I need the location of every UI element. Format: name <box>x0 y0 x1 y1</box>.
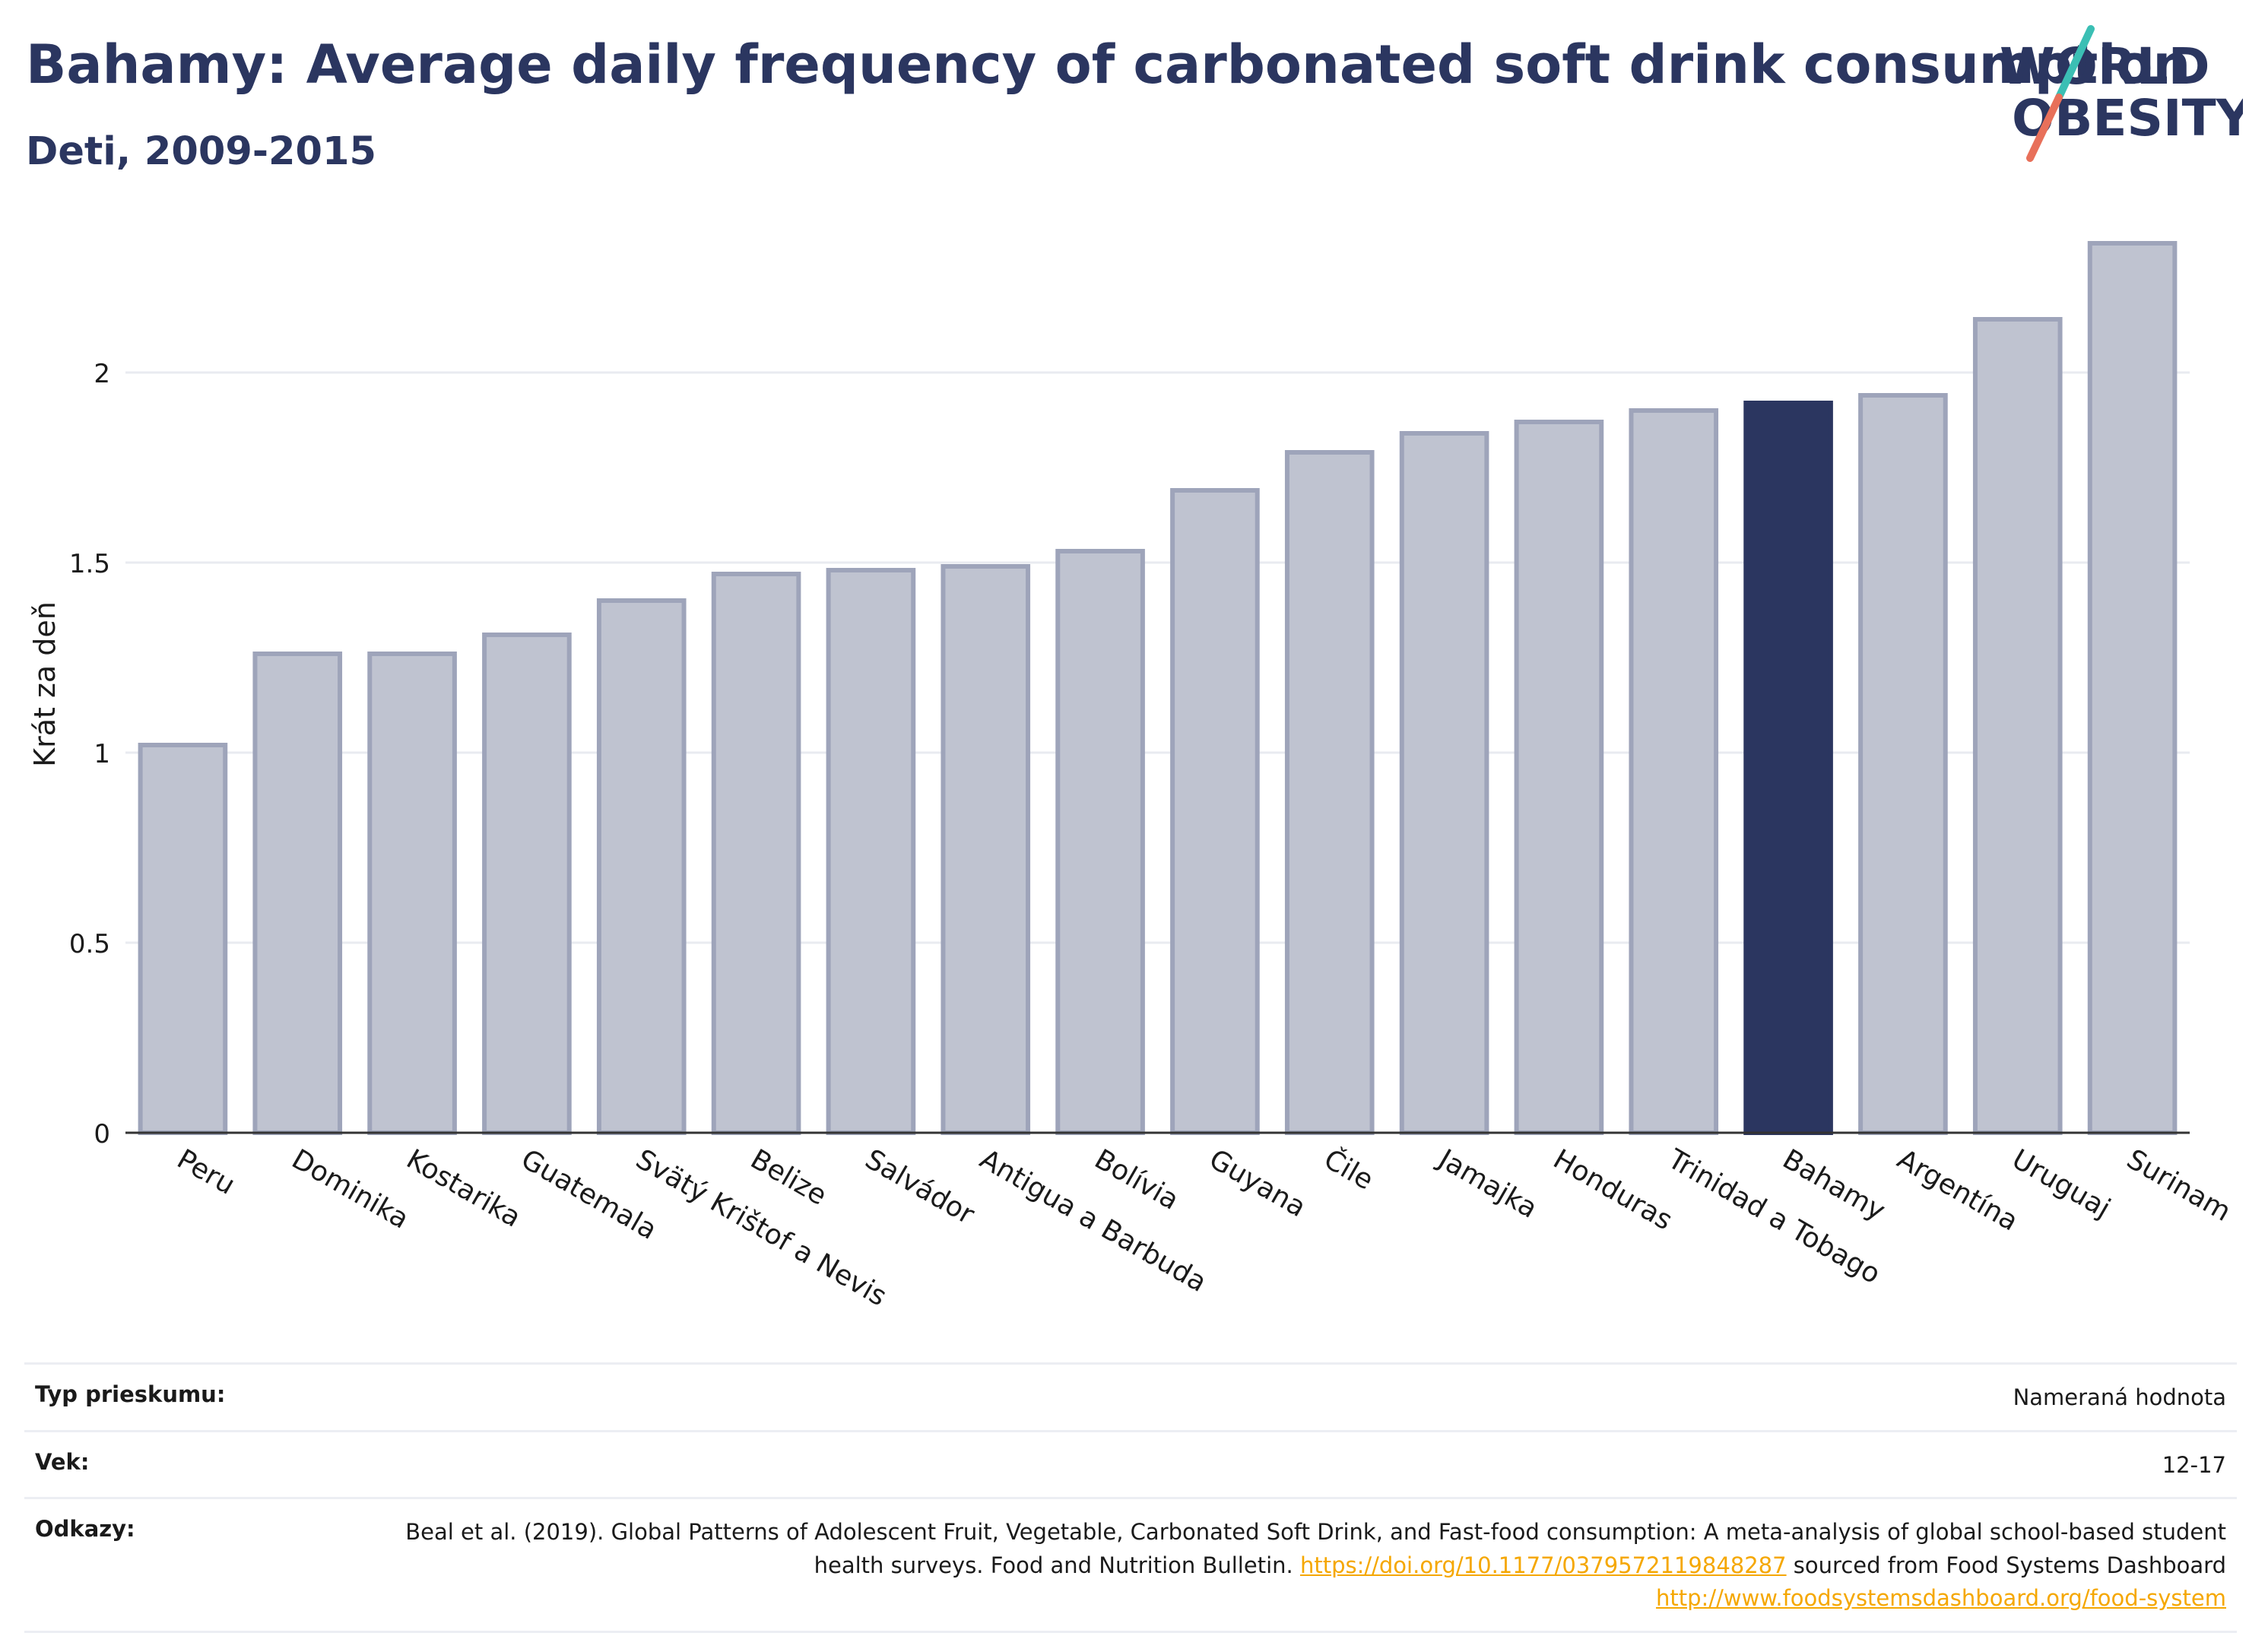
bar-argentína <box>1858 393 1948 1135</box>
bar-bolívia <box>1055 549 1145 1135</box>
meta-row-references: Odkazy: Beal et al. (2019). Global Patte… <box>24 1497 2237 1633</box>
bar-dominika <box>252 652 343 1135</box>
x-tick-label: Honduras <box>1548 1143 1677 1236</box>
x-tick-label: Belize <box>745 1143 832 1211</box>
bar-guatemala <box>482 633 572 1135</box>
x-tick-label: Salvádor <box>860 1143 979 1231</box>
x-tick-label: Čile <box>1318 1143 1378 1196</box>
bar-svätý-krištof-a-nevis <box>596 598 687 1135</box>
meta-value-references: Beal et al. (2019). Global Patterns of A… <box>350 1497 2237 1633</box>
x-tick-label: Surinam <box>2121 1143 2236 1228</box>
x-tick-label: Kostarika <box>401 1143 526 1233</box>
reference-source-text: sourced from Food Systems Dashboard <box>1793 1552 2226 1578</box>
bar-peru <box>138 743 228 1135</box>
bar-chart: 00.511.52 Peru DominikaKostarikaGuatemala… <box>28 241 2236 1312</box>
bar-salvádor <box>826 568 916 1135</box>
logo-slash-bottom <box>2026 94 2063 162</box>
y-axis-ticks: 0 0.5 1 1.5 2 <box>69 359 110 1149</box>
logo-slash-top <box>2055 25 2095 101</box>
bar-jamajka <box>1399 431 1489 1135</box>
bar-belize <box>711 572 801 1135</box>
bar-bahamy <box>1743 401 1833 1135</box>
x-tick-label: Bolívia <box>1090 1143 1185 1216</box>
food-systems-link[interactable]: http://www.foodsystemsdashboard.org/food… <box>1656 1585 2226 1611</box>
meta-row-survey-type: Typ prieskumu: Nameraná hodnota <box>24 1362 2237 1431</box>
world-obesity-logo: WORLD OBESITY <box>2000 25 2243 162</box>
bar-guyana <box>1170 488 1260 1135</box>
chart-title: Bahamy: Average daily frequency of carbo… <box>26 33 2191 96</box>
meta-key: Odkazy: <box>24 1497 350 1633</box>
chart-subtitle: Deti, 2009-2015 <box>26 129 376 174</box>
x-tick-label: Uruguaj <box>2006 1143 2115 1224</box>
bars <box>138 241 2178 1135</box>
bar-kostarika <box>367 652 457 1135</box>
metadata-table: Typ prieskumu: Nameraná hodnota Vek: 12-… <box>24 1362 2237 1633</box>
grid-lines <box>125 371 2190 944</box>
y-tick-label: 2 <box>94 359 110 389</box>
bar-honduras <box>1514 420 1604 1135</box>
bar-trinidad-a-tobago <box>1629 408 1719 1135</box>
x-tick-label: Guyana <box>1204 1143 1311 1223</box>
reference-text: Beal et al. (2019). Global Patterns of A… <box>405 1519 2226 1578</box>
bar-antigua-a-barbuda <box>941 564 1031 1135</box>
x-tick-label: Dominika <box>287 1143 414 1235</box>
bar-čile <box>1284 450 1375 1135</box>
meta-row-age: Vek: 12-17 <box>24 1429 2237 1498</box>
y-tick-label: 1.5 <box>69 549 110 579</box>
y-tick-label: 0 <box>94 1119 110 1149</box>
y-tick-label: 1 <box>94 739 110 769</box>
x-tick-label: Argentína <box>1892 1143 2023 1237</box>
meta-key: Vek: <box>24 1429 350 1498</box>
y-tick-label: 0.5 <box>69 929 110 959</box>
bar-surinam <box>2087 241 2178 1135</box>
doi-link[interactable]: https://doi.org/10.1177/0379572119848287 <box>1299 1552 1787 1578</box>
bar-uruguaj <box>1972 317 2063 1135</box>
meta-key: Typ prieskumu: <box>24 1362 350 1431</box>
x-tick-label: Trinidad a Tobago <box>1662 1143 1886 1290</box>
x-tick-label: Jamajka <box>1432 1143 1542 1225</box>
y-axis-label: Krát za deň <box>28 601 62 767</box>
logo-word-world: WORLD <box>2000 37 2210 96</box>
x-tick-label: Peru <box>172 1143 240 1201</box>
meta-value: Nameraná hodnota <box>350 1362 2237 1431</box>
meta-value: 12-17 <box>350 1429 2237 1498</box>
